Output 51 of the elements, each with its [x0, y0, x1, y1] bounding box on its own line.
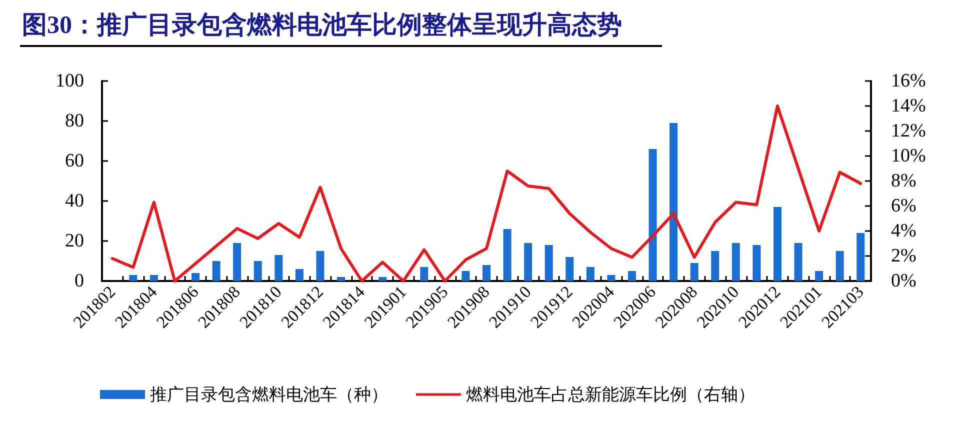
- bar: [794, 243, 802, 281]
- bar: [524, 243, 532, 281]
- y2-tick-label: 4%: [891, 220, 916, 242]
- y2-tick-label: 2%: [891, 246, 916, 266]
- bar: [337, 277, 346, 281]
- y2-tick-label: 16%: [891, 70, 926, 92]
- y2-tick-label: 10%: [891, 146, 926, 166]
- bar: [732, 243, 740, 281]
- legend-label: 推广目录包含燃料电池车（种）: [150, 385, 388, 404]
- y2-tick-label: 8%: [891, 170, 916, 192]
- bar: [378, 277, 387, 281]
- bar: [150, 275, 158, 281]
- chart-title: 图30：推广目录包含燃料电池车比例整体呈现升高态势: [20, 11, 662, 47]
- bar: [648, 149, 657, 281]
- bar: [462, 271, 470, 281]
- y2-tick-label: 0%: [891, 270, 916, 292]
- bar: [752, 245, 761, 281]
- line-series: [110, 104, 862, 282]
- y-tick-label: 20: [65, 230, 84, 252]
- bar: [773, 207, 782, 281]
- bar: [670, 123, 678, 281]
- bar: [129, 275, 138, 281]
- y-tick-label: 80: [65, 110, 84, 132]
- bar: [607, 275, 616, 281]
- bar: [233, 243, 242, 281]
- bar: [192, 273, 200, 281]
- y-tick-label: 100: [56, 70, 84, 92]
- bar: [690, 263, 698, 281]
- y-tick-label: 0: [74, 270, 84, 292]
- bar: [566, 257, 574, 281]
- bar: [586, 267, 594, 281]
- y2-tick-label: 14%: [891, 96, 926, 116]
- bar: [420, 267, 428, 281]
- bar: [544, 245, 553, 281]
- legend-label: 燃料电池车占总新能源车比例（右轴）: [466, 385, 755, 404]
- y2-tick-label: 12%: [891, 120, 926, 142]
- y-tick-label: 40: [65, 190, 84, 212]
- bar: [274, 255, 283, 281]
- bar: [316, 251, 324, 281]
- bar: [503, 229, 512, 281]
- bar: [482, 265, 490, 281]
- bar: [628, 271, 636, 281]
- bar: [836, 251, 844, 281]
- bar: [815, 271, 824, 281]
- bar: [711, 251, 720, 281]
- bar: [254, 261, 262, 281]
- y2-tick-label: 6%: [891, 196, 916, 216]
- bar: [856, 233, 865, 281]
- bar: [295, 269, 304, 281]
- y-tick-label: 60: [65, 150, 84, 172]
- bar: [212, 261, 220, 281]
